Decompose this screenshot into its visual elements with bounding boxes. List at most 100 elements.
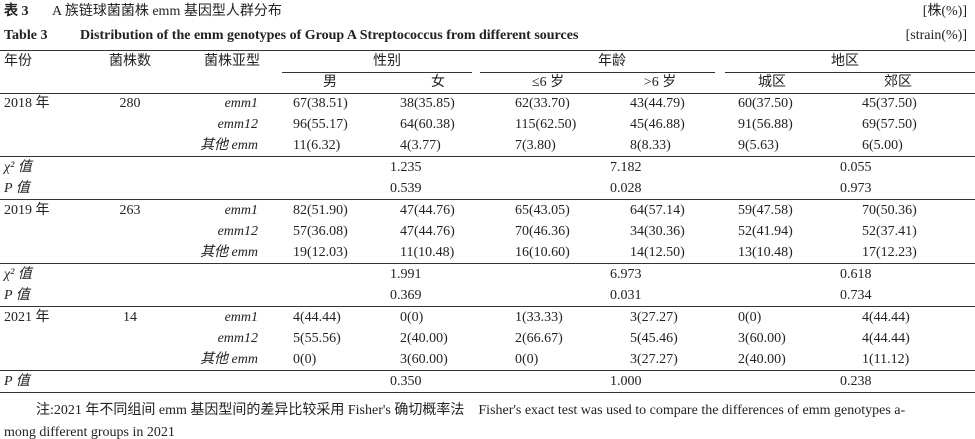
value-cell: 64(60.38) <box>400 117 455 132</box>
value-cell: 0(0) <box>738 310 762 325</box>
column-header: 性别 <box>373 54 401 69</box>
value-cell: 4(3.77) <box>400 138 441 153</box>
rule <box>0 306 975 307</box>
value-cell: 82(51.90) <box>293 203 348 218</box>
stat-value: 0.350 <box>390 374 422 389</box>
value-cell: 5(55.56) <box>293 331 341 346</box>
value-cell: 3(60.00) <box>400 352 448 367</box>
value-cell: 6(5.00) <box>862 138 903 153</box>
subtype-cell: 其他 emm <box>200 352 258 367</box>
rule <box>725 72 975 73</box>
value-cell: 38(35.85) <box>400 96 455 111</box>
stat-value: 1.000 <box>610 374 642 389</box>
value-cell: 62(33.70) <box>515 96 570 111</box>
stat-label: P 值 <box>4 288 30 303</box>
value-cell: 7(3.80) <box>515 138 556 153</box>
subtype-cell: 其他 emm <box>200 245 258 260</box>
year-cell: 2021 年 <box>4 310 50 325</box>
value-cell: 64(57.14) <box>630 203 685 218</box>
stat-value: 1.991 <box>390 267 422 282</box>
stat-label: χ² 值 <box>4 267 32 282</box>
value-cell: 59(47.58) <box>738 203 793 218</box>
value-cell: 3(60.00) <box>738 331 786 346</box>
value-cell: 14(12.50) <box>630 245 685 260</box>
column-subheader: 女 <box>431 75 445 90</box>
value-cell: 5(45.46) <box>630 331 678 346</box>
value-cell: 2(40.00) <box>400 331 448 346</box>
count-cell: 263 <box>119 203 141 218</box>
subtype-cell: emm1 <box>224 203 258 218</box>
rule <box>0 263 975 264</box>
rule <box>480 72 715 73</box>
rule <box>0 156 975 157</box>
caption-title: Distribution of the emm genotypes of Gro… <box>80 28 579 43</box>
column-header: 菌株亚型 <box>204 54 260 69</box>
stat-value: 0.031 <box>610 288 642 303</box>
count-cell: 280 <box>119 96 141 111</box>
year-cell: 2018 年 <box>4 96 50 111</box>
subtype-cell: emm1 <box>224 96 258 111</box>
value-cell: 17(12.23) <box>862 245 917 260</box>
stat-label: P 值 <box>4 374 30 389</box>
rule <box>282 72 472 73</box>
value-cell: 47(44.76) <box>400 203 455 218</box>
stat-value: 0.028 <box>610 181 642 196</box>
value-cell: 34(30.36) <box>630 224 685 239</box>
value-cell: 2(66.67) <box>515 331 563 346</box>
value-cell: 0(0) <box>400 310 424 325</box>
stat-value: 0.055 <box>840 160 872 175</box>
value-cell: 0(0) <box>293 352 317 367</box>
stat-value: 1.235 <box>390 160 422 175</box>
value-cell: 52(41.94) <box>738 224 793 239</box>
rule <box>0 370 975 371</box>
value-cell: 19(12.03) <box>293 245 348 260</box>
value-cell: 70(46.36) <box>515 224 570 239</box>
value-cell: 3(27.27) <box>630 352 678 367</box>
value-cell: 57(36.08) <box>293 224 348 239</box>
subtype-cell: emm12 <box>217 331 258 346</box>
stat-label: P 值 <box>4 181 30 196</box>
stat-value: 0.618 <box>840 267 872 282</box>
value-cell: 69(57.50) <box>862 117 917 132</box>
value-cell: 13(10.48) <box>738 245 793 260</box>
stat-value: 0.238 <box>840 374 872 389</box>
value-cell: 9(5.63) <box>738 138 779 153</box>
value-cell: 8(8.33) <box>630 138 671 153</box>
column-subheader: 男 <box>323 75 337 90</box>
value-cell: 67(38.51) <box>293 96 348 111</box>
value-cell: 96(55.17) <box>293 117 348 132</box>
rule <box>0 50 975 51</box>
caption-unit: [株(%)] <box>922 4 967 19</box>
caption-label: Table 3 <box>4 28 48 43</box>
caption-unit: [strain(%)] <box>905 28 967 43</box>
column-subheader: >6 岁 <box>643 75 677 90</box>
stat-value: 0.369 <box>390 288 422 303</box>
subtype-cell: 其他 emm <box>200 138 258 153</box>
column-subheader: ≤6 岁 <box>531 75 565 90</box>
value-cell: 47(44.76) <box>400 224 455 239</box>
value-cell: 52(37.41) <box>862 224 917 239</box>
subtype-cell: emm12 <box>217 117 258 132</box>
column-header: 年份 <box>4 54 32 69</box>
value-cell: 45(46.88) <box>630 117 685 132</box>
value-cell: 70(50.36) <box>862 203 917 218</box>
value-cell: 1(33.33) <box>515 310 563 325</box>
value-cell: 3(27.27) <box>630 310 678 325</box>
value-cell: 91(56.88) <box>738 117 793 132</box>
rule <box>0 199 975 200</box>
value-cell: 60(37.50) <box>738 96 793 111</box>
stat-value: 6.973 <box>610 267 642 282</box>
value-cell: 4(44.44) <box>862 310 910 325</box>
footnote: mong different groups in 2021 <box>4 425 175 439</box>
value-cell: 1(11.12) <box>862 352 910 367</box>
stat-value: 0.973 <box>840 181 872 196</box>
value-cell: 2(40.00) <box>738 352 786 367</box>
stat-value: 7.182 <box>610 160 642 175</box>
count-cell: 14 <box>123 310 137 325</box>
stat-value: 0.734 <box>840 288 872 303</box>
subtype-cell: emm1 <box>224 310 258 325</box>
column-subheader: 城区 <box>758 75 786 90</box>
subtype-cell: emm12 <box>217 224 258 239</box>
year-cell: 2019 年 <box>4 203 50 218</box>
